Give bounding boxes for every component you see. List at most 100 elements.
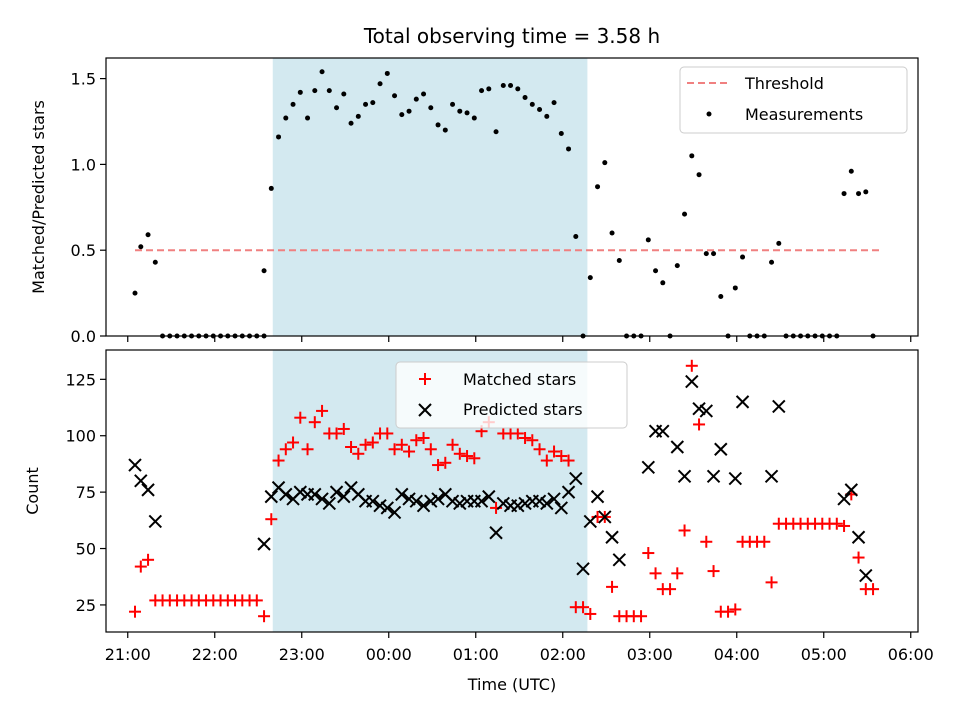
measurement-point xyxy=(544,113,550,119)
matched-star-point xyxy=(707,565,720,578)
matched-star-point xyxy=(671,567,684,580)
predicted-star-point xyxy=(540,496,554,511)
x-tick-label: 21:00 xyxy=(105,645,151,664)
measurement-point xyxy=(132,290,138,296)
predicted-star-point xyxy=(482,489,496,504)
measurement-point xyxy=(732,285,738,291)
observing-window-shade xyxy=(272,58,588,336)
predicted-star-point xyxy=(670,440,685,454)
y-tick-label: 25 xyxy=(76,596,96,615)
measurement-point xyxy=(573,233,579,239)
predicted-star-point xyxy=(474,494,489,508)
measurement-point xyxy=(848,168,854,174)
predicted-star-point xyxy=(561,485,576,499)
measurement-point xyxy=(479,88,485,94)
measurement-point xyxy=(377,81,383,87)
matched-star-point xyxy=(337,422,350,435)
y-tick-label: 100 xyxy=(65,427,96,446)
measurement-point xyxy=(863,189,869,195)
bottom-legend: Matched stars Predicted stars xyxy=(395,361,628,429)
measurement-point xyxy=(384,70,390,76)
measurement-point xyxy=(297,89,303,95)
predicted-star-point xyxy=(569,471,583,486)
predicted-star-point xyxy=(685,374,699,389)
x-tick-label: 02:00 xyxy=(540,645,586,664)
matched-star-point xyxy=(468,452,481,465)
predicted-star-point xyxy=(134,474,148,488)
matched-star-point xyxy=(388,443,401,456)
predicted-star-point xyxy=(706,469,721,484)
predicted-star-point xyxy=(641,460,656,475)
predicted-star-point xyxy=(424,494,438,508)
matched-star-point xyxy=(294,411,307,424)
measurement-point xyxy=(689,153,695,159)
x-tick-label: 06:00 xyxy=(888,645,934,664)
measurement-point xyxy=(421,91,427,97)
predicted-star-point xyxy=(308,487,322,502)
x-tick-label: 04:00 xyxy=(714,645,760,664)
measurements-legend-swatch xyxy=(706,111,712,117)
y-tick-label: 125 xyxy=(65,370,96,389)
predicted-star-point xyxy=(257,537,271,551)
matched-star-point xyxy=(345,441,358,454)
predicted-star-point xyxy=(583,514,598,529)
predicted-star-point xyxy=(735,395,750,409)
matched-star-point xyxy=(453,447,466,460)
top-y-axis-label: Matched/Predicted stars xyxy=(29,100,48,294)
matched-star-point xyxy=(265,513,278,526)
matched-star-point xyxy=(424,443,437,456)
x-axis-label: Time (UTC) xyxy=(467,675,556,694)
predicted-star-point xyxy=(590,489,605,504)
matched-star-point xyxy=(584,607,597,620)
predicted-star-point xyxy=(453,496,467,511)
measurement-point xyxy=(645,237,651,243)
predicted-star-point xyxy=(279,487,293,502)
matched-star-point xyxy=(134,560,147,573)
predicted-star-point xyxy=(714,442,728,456)
y-tick-label: 1.0 xyxy=(71,155,96,174)
matched-star-point xyxy=(685,359,698,372)
measurement-point xyxy=(740,254,746,260)
predicted-star-point xyxy=(598,510,612,524)
matched-star-point xyxy=(446,438,459,451)
predicted-star-point xyxy=(373,498,387,513)
measurement-point xyxy=(261,268,267,274)
matched-star-point xyxy=(395,438,408,451)
measurement-point xyxy=(268,185,274,191)
measurement-point xyxy=(428,105,434,111)
measurement-point xyxy=(595,184,601,190)
measurement-point xyxy=(363,101,369,107)
predicted-star-point xyxy=(612,553,627,567)
measurement-point xyxy=(696,172,702,178)
predicted-legend-swatch xyxy=(418,403,432,417)
matched-star-point xyxy=(511,427,524,440)
measurement-point xyxy=(464,110,470,116)
matched-star-point xyxy=(758,535,771,548)
predicted-star-point xyxy=(511,498,525,513)
measurement-point xyxy=(435,122,441,128)
matched-star-point xyxy=(417,431,430,444)
predicted-star-point xyxy=(496,496,511,511)
matched-star-point xyxy=(316,404,329,417)
y-tick-label: 1.5 xyxy=(71,70,96,89)
measurement-point xyxy=(493,129,499,135)
matched-star-point xyxy=(606,580,619,593)
measurement-point xyxy=(471,115,477,121)
predicted-star-point xyxy=(859,568,873,583)
measurement-point xyxy=(319,69,325,75)
matched-legend-label: Matched stars xyxy=(463,370,576,389)
predicted-star-point xyxy=(409,494,424,508)
predicted-star-point xyxy=(772,399,786,414)
measurement-point xyxy=(718,294,724,300)
measurement-point xyxy=(305,115,311,121)
measurement-point xyxy=(537,106,543,112)
matched-star-point xyxy=(439,456,452,469)
matched-star-point xyxy=(272,454,285,467)
measurement-point xyxy=(515,86,521,92)
predicted-star-point xyxy=(128,458,142,472)
measurement-point xyxy=(341,91,347,97)
matched-star-point xyxy=(432,459,445,472)
predicted-star-point xyxy=(322,496,337,511)
predicted-star-point xyxy=(402,492,416,506)
